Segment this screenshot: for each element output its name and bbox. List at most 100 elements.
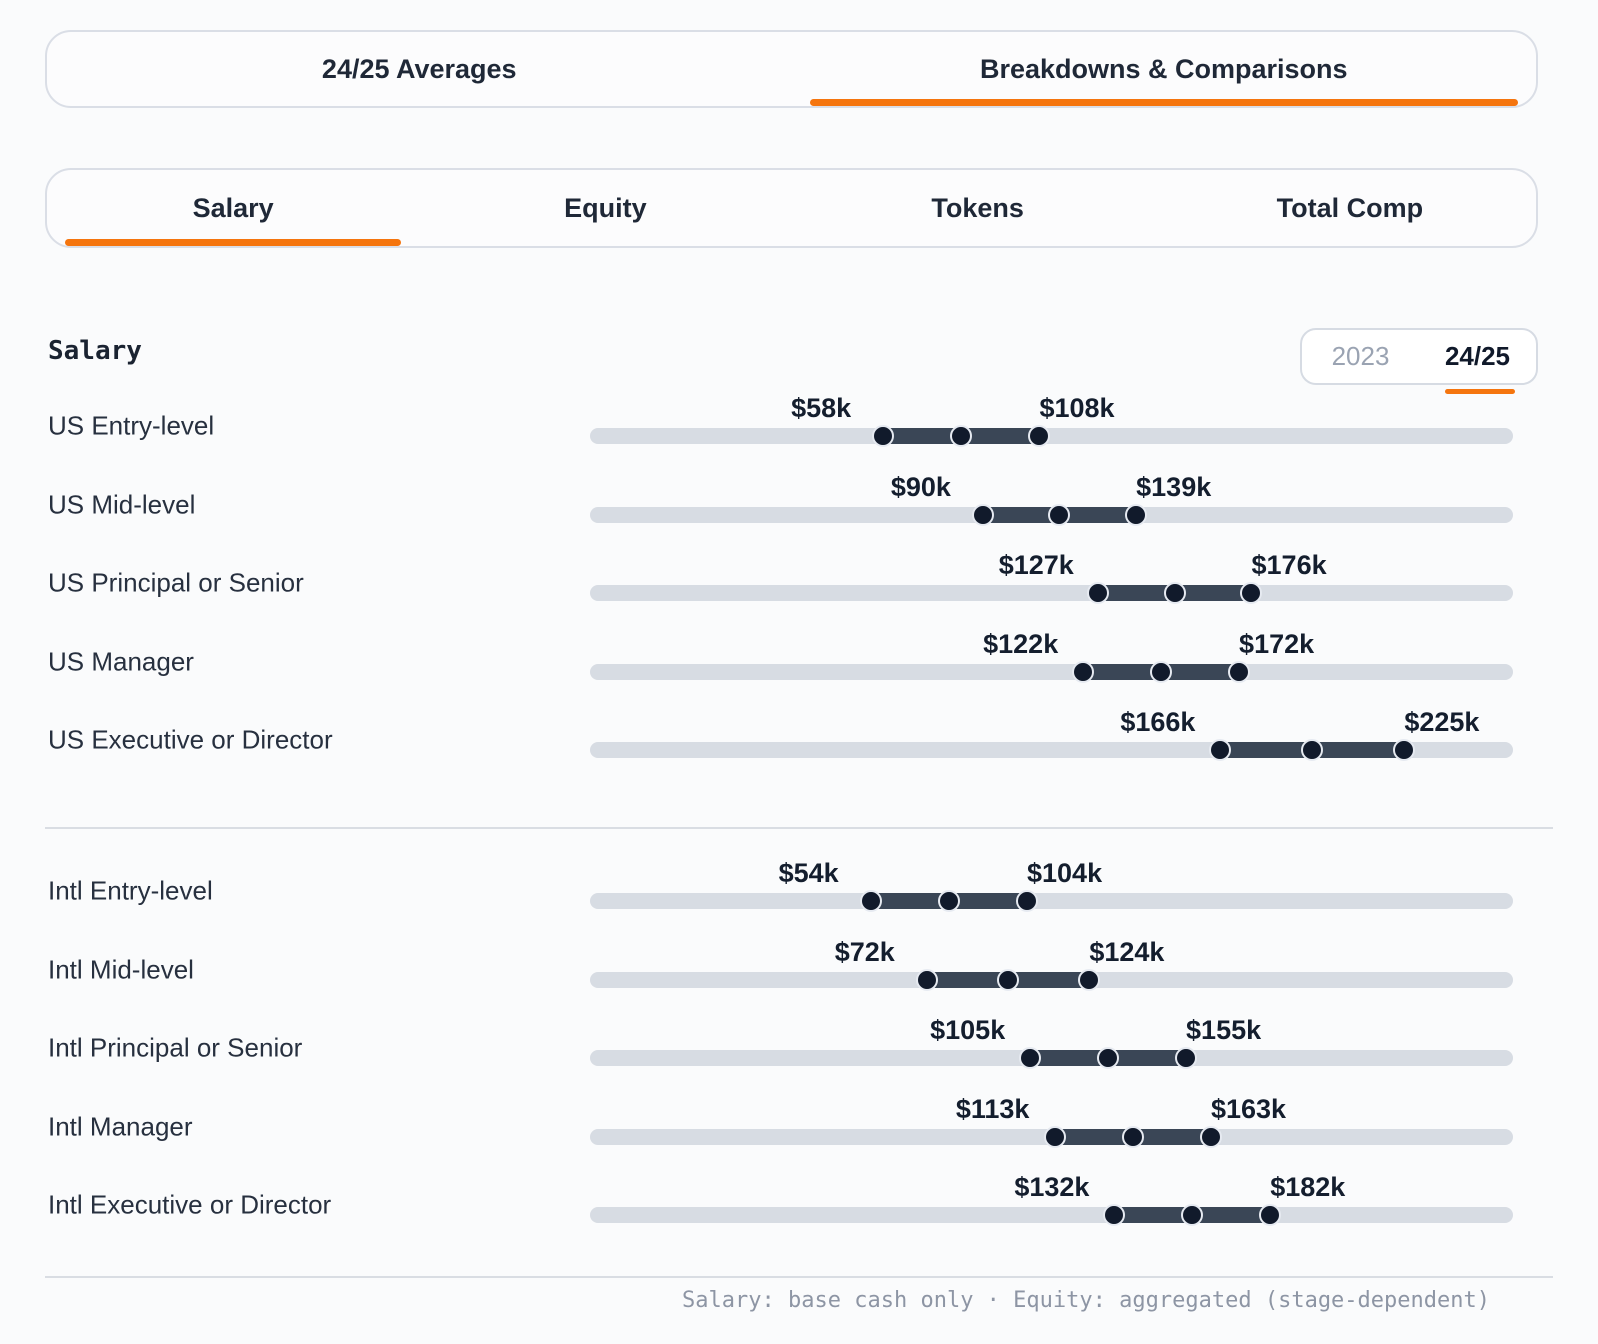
range-slider-track: $132k $182k	[590, 1172, 1513, 1226]
active-tab-underline	[65, 239, 402, 246]
metric-tabbar: Salary Equity Tokens Total Comp	[45, 168, 1538, 248]
salary-row: US Executive or Director $166k $225k	[0, 694, 1598, 773]
tab-label: Equity	[564, 192, 647, 223]
year-toggle: 2023 24/25	[1300, 328, 1538, 394]
tab-24-25-averages[interactable]: 24/25 Averages	[47, 32, 792, 106]
tab-label: Tokens	[931, 192, 1024, 223]
year-option-24-25[interactable]: 24/25	[1444, 341, 1511, 371]
row-label: US Manager	[48, 646, 194, 676]
range-handle-mid	[1180, 1204, 1203, 1226]
range-handle-low[interactable]	[1043, 1125, 1066, 1148]
range-handle-low[interactable]	[1102, 1204, 1125, 1226]
low-value-label: $54k	[778, 858, 839, 888]
low-value-label: $166k	[1120, 707, 1196, 737]
tab-total-comp[interactable]: Total Comp	[1164, 170, 1536, 246]
tab-label: Breakdowns & Comparisons	[979, 53, 1348, 84]
range-slider-track: $166k $225k	[590, 707, 1513, 761]
tab-label: 24/25 Averages	[321, 53, 517, 84]
range-slider-track: $113k $163k	[590, 1094, 1513, 1148]
tab-equity[interactable]: Equity	[419, 170, 791, 246]
salary-row: Intl Executive or Director $132k $182k	[0, 1159, 1598, 1238]
range-handle-mid	[1300, 739, 1323, 761]
low-value-label: $58k	[791, 393, 852, 423]
low-value-label: $132k	[1014, 1172, 1090, 1202]
range-handle-mid	[1121, 1125, 1144, 1148]
low-value-label: $90k	[890, 471, 951, 502]
range-handle-high[interactable]	[1227, 660, 1250, 683]
high-value-label: $182k	[1270, 1172, 1346, 1202]
range-handle-high[interactable]	[1392, 739, 1415, 761]
range-handle-high[interactable]	[1174, 1047, 1197, 1069]
range-handle-mid	[996, 968, 1019, 991]
range-slider-track: $90k $139k	[590, 472, 1513, 526]
range-handle-mid	[1149, 660, 1172, 683]
range-handle-low[interactable]	[971, 503, 994, 526]
range-handle-low[interactable]	[1087, 582, 1110, 604]
tab-salary[interactable]: Salary	[47, 170, 419, 246]
range-handle-high[interactable]	[1015, 890, 1038, 912]
tab-tokens[interactable]: Tokens	[792, 170, 1164, 246]
salary-row: US Manager $122k $172k	[0, 616, 1598, 695]
high-value-label: $225k	[1404, 707, 1480, 737]
tab-label: Salary	[192, 192, 274, 223]
range-handle-mid	[937, 890, 960, 912]
row-label: Intl Manager	[48, 1111, 193, 1141]
range-handle-low[interactable]	[1071, 660, 1094, 683]
high-value-label: $139k	[1136, 471, 1212, 502]
row-label: Intl Entry-level	[48, 875, 213, 906]
salary-row: Intl Mid-level $72k $124k	[0, 924, 1598, 1003]
intl-salary-rows: Intl Entry-level $54k $104k Intl Mid-level $…	[0, 845, 1598, 1238]
row-label: US Mid-level	[48, 489, 196, 519]
range-slider-track: $72k $124k	[590, 937, 1513, 991]
high-value-label: $172k	[1239, 628, 1315, 659]
active-year-underline	[1445, 389, 1515, 394]
high-value-label: $155k	[1186, 1015, 1262, 1045]
row-label: Intl Principal or Senior	[48, 1032, 303, 1063]
high-value-label: $104k	[1027, 858, 1103, 888]
range-slider-track: $122k $172k	[590, 629, 1513, 683]
us-salary-rows: US Entry-level $58k $108k US Mid-level $90k $…	[0, 380, 1598, 773]
high-value-label: $108k	[1039, 393, 1115, 423]
salary-row: US Principal or Senior $127k $176k	[0, 537, 1598, 616]
range-handle-low[interactable]	[1208, 739, 1231, 761]
range-handle-high[interactable]	[1199, 1125, 1222, 1148]
range-handle-high[interactable]	[1077, 968, 1100, 991]
range-handle-high[interactable]	[1258, 1204, 1281, 1226]
salary-row: Intl Principal or Senior $105k $155k	[0, 1002, 1598, 1081]
range-handle-low[interactable]	[872, 425, 895, 447]
low-value-label: $105k	[930, 1015, 1006, 1045]
range-handle-high[interactable]	[1240, 582, 1263, 604]
salary-row: US Mid-level $90k $139k	[0, 459, 1598, 538]
row-label: US Principal or Senior	[48, 567, 304, 598]
year-option-2023[interactable]: 2023	[1331, 341, 1390, 371]
range-handle-low[interactable]	[859, 890, 882, 912]
salary-row: Intl Entry-level $54k $104k	[0, 845, 1598, 924]
section-divider	[45, 827, 1553, 829]
range-slider-track: $127k $176k	[590, 550, 1513, 604]
high-value-label: $163k	[1210, 1093, 1287, 1124]
low-value-label: $72k	[834, 936, 895, 967]
range-handle-low[interactable]	[915, 968, 938, 991]
salary-row: US Entry-level $58k $108k	[0, 380, 1598, 459]
section-title: Salary	[48, 336, 142, 366]
low-value-label: $113k	[955, 1093, 1030, 1124]
view-tabbar: 24/25 Averages Breakdowns & Comparisons	[45, 30, 1538, 108]
high-value-label: $176k	[1251, 550, 1327, 580]
low-value-label: $122k	[983, 628, 1059, 659]
range-slider-track: $105k $155k	[590, 1015, 1513, 1069]
salary-row: Intl Manager $113k $163k	[0, 1081, 1598, 1160]
footer-divider	[45, 1276, 1553, 1278]
range-slider-track: $58k $108k	[590, 393, 1513, 447]
range-handle-mid	[1048, 503, 1071, 526]
low-value-label: $127k	[998, 550, 1074, 580]
range-handle-high[interactable]	[1028, 425, 1051, 447]
row-label: Intl Mid-level	[48, 954, 194, 984]
row-label: US Entry-level	[48, 410, 215, 441]
range-handle-mid	[1163, 582, 1186, 604]
range-handle-high[interactable]	[1124, 503, 1147, 526]
tab-breakdowns-comparisons[interactable]: Breakdowns & Comparisons	[792, 32, 1537, 106]
range-handle-low[interactable]	[1018, 1047, 1041, 1069]
row-label: US Executive or Director	[48, 724, 333, 755]
tab-label: Total Comp	[1276, 192, 1424, 223]
